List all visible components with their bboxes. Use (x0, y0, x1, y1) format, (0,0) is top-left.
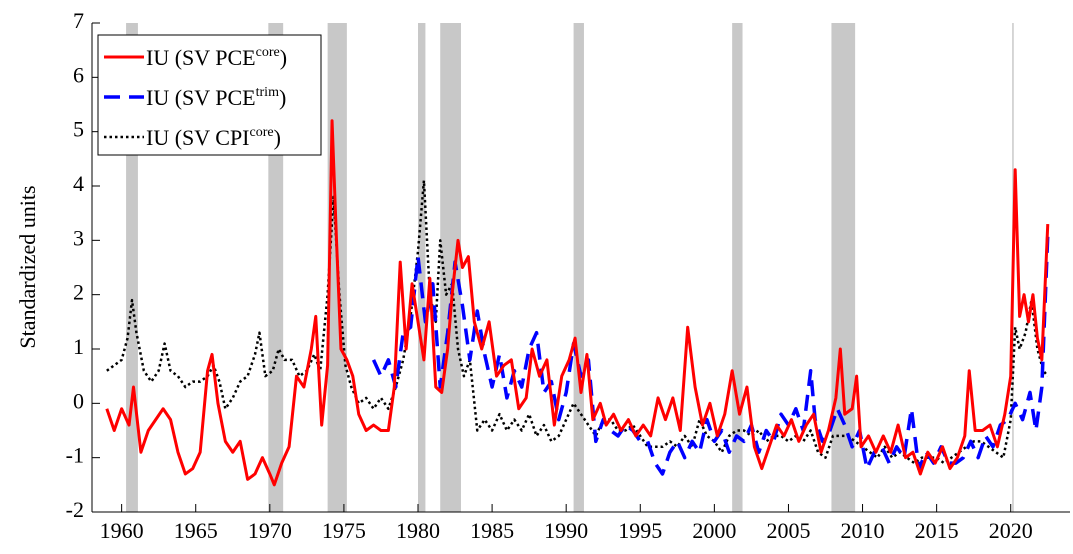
x-tick-label: 1975 (322, 518, 366, 543)
x-tick-label: 2000 (692, 518, 736, 543)
series-layer (105, 119, 1050, 487)
legend-superscript: core (256, 45, 280, 60)
legend-suffix: ) (274, 125, 281, 150)
x-tick-label: 1990 (544, 518, 588, 543)
x-tick-label: 1995 (618, 518, 662, 543)
legend-label: IU (SV PCEcore) (146, 45, 287, 70)
x-tick-label: 1980 (396, 518, 440, 543)
y-tick-label: 7 (73, 8, 84, 33)
x-tick-label: 2010 (841, 518, 885, 543)
x-tick-label: 2005 (766, 518, 810, 543)
legend-label: IU (SV PCEtrim) (146, 85, 286, 110)
recession-band (418, 23, 426, 512)
recession-band (831, 23, 856, 512)
series-line (371, 234, 1050, 476)
y-tick-label: -2 (66, 497, 84, 522)
legend-name: IU (SV PCE (146, 45, 256, 70)
y-tick-label: 5 (73, 117, 84, 142)
legend-superscript: core (250, 125, 274, 140)
x-tick-label: 1970 (248, 518, 292, 543)
recession-band (573, 23, 584, 512)
legend-suffix: ) (280, 45, 287, 70)
legend-superscript: trim (256, 85, 279, 100)
axes-layer: -2 -1 0 1 2 3 4 5 6 7 1960 1965 1970 1975 1980 1985 1990… (66, 8, 1070, 543)
y-tick-label: 0 (73, 388, 84, 413)
recession-band (440, 23, 461, 512)
y-tick-label: 1 (73, 334, 84, 359)
legend-box (97, 34, 322, 156)
y-tick-label: -1 (66, 443, 84, 468)
y-tick-label: 4 (73, 171, 84, 196)
y-tick-label: 6 (73, 62, 84, 87)
recession-band (732, 23, 743, 512)
legend-name: IU (SV CPI (146, 125, 250, 150)
y-tick-label: 2 (73, 280, 84, 305)
y-tick-label: 3 (73, 225, 84, 250)
x-tick-label: 1985 (470, 518, 514, 543)
x-tick-label: 1960 (100, 518, 144, 543)
legend-name: IU (SV PCE (146, 85, 256, 110)
x-tick-label: 2015 (915, 518, 959, 543)
x-tick-label: 2020 (989, 518, 1033, 543)
legend-suffix: ) (279, 85, 286, 110)
recession-band (126, 23, 138, 512)
series-line (105, 119, 1050, 487)
y-axis-label: Standardized units (15, 185, 40, 348)
legend-label: IU (SV CPIcore) (146, 125, 281, 150)
x-tick-label: 1965 (174, 518, 218, 543)
series-line (106, 179, 1049, 465)
